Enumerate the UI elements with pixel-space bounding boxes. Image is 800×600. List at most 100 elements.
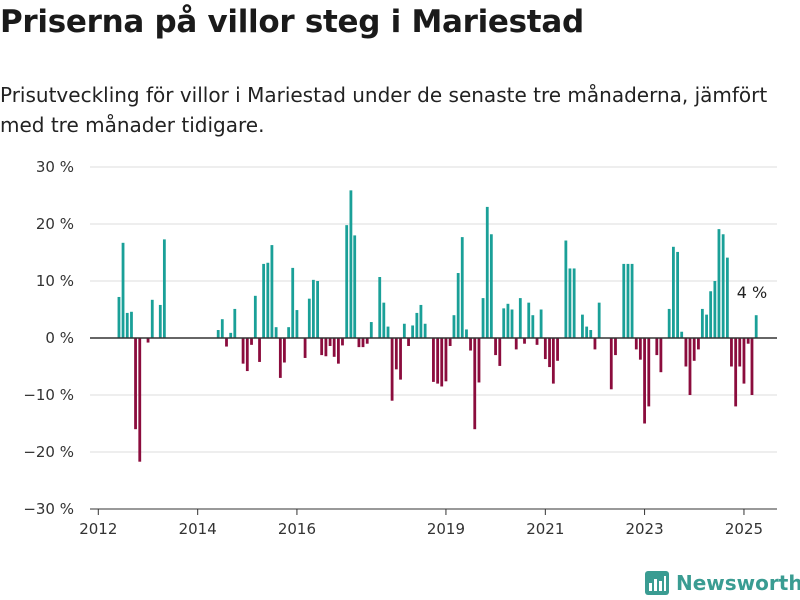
bar — [630, 263, 634, 338]
newsworthy-logo: Newsworthy — [644, 569, 800, 597]
bar — [717, 229, 721, 338]
bar — [295, 310, 299, 338]
bar — [498, 338, 502, 366]
bar — [303, 338, 307, 358]
bar — [283, 338, 286, 363]
newsworthy-logo-icon — [645, 571, 669, 595]
bar — [692, 338, 696, 361]
bar — [655, 338, 659, 356]
bar — [316, 281, 319, 338]
y-tick-label: −30 % — [23, 500, 74, 518]
bar — [448, 338, 452, 346]
bar — [357, 338, 361, 348]
bar — [638, 338, 642, 360]
bar — [634, 338, 638, 350]
bar — [514, 338, 518, 350]
bar — [502, 308, 506, 338]
bar — [423, 323, 427, 338]
bar — [556, 338, 559, 361]
bar — [253, 295, 257, 338]
bar — [225, 338, 228, 347]
x-tick-label: 2025 — [725, 520, 763, 538]
bar — [746, 338, 750, 344]
bar — [539, 309, 543, 338]
bar — [287, 327, 291, 338]
bar — [568, 268, 572, 338]
bar — [386, 326, 390, 338]
bar — [609, 338, 613, 390]
bar — [158, 304, 162, 338]
bar — [241, 338, 245, 364]
bar — [572, 268, 576, 338]
bar — [311, 279, 315, 338]
bar — [216, 330, 220, 338]
bar — [324, 338, 328, 357]
bar — [456, 273, 460, 338]
bar — [125, 312, 129, 338]
y-tick-label: −10 % — [23, 386, 74, 404]
bar — [278, 338, 282, 378]
bar — [589, 330, 593, 338]
bar — [250, 338, 253, 345]
bar — [220, 319, 224, 338]
bar — [162, 239, 166, 338]
bar — [349, 190, 353, 338]
bar — [345, 225, 349, 338]
bar — [510, 309, 514, 338]
bar — [614, 338, 617, 356]
x-tick-label: 2021 — [526, 520, 564, 538]
bar — [382, 302, 386, 338]
bar — [361, 338, 365, 348]
bar — [622, 263, 626, 338]
bar — [477, 338, 481, 383]
bar — [527, 302, 531, 338]
bar — [337, 338, 340, 364]
x-tick-label: 2023 — [625, 520, 663, 538]
bar — [117, 296, 121, 338]
bar — [754, 315, 758, 338]
bar — [734, 338, 738, 407]
bar — [369, 322, 373, 338]
bar — [585, 326, 589, 338]
bar — [581, 314, 584, 338]
bar — [245, 338, 249, 372]
bar — [738, 338, 742, 367]
bar — [709, 291, 713, 338]
bar — [146, 338, 150, 343]
bar — [402, 323, 406, 338]
bar — [121, 242, 125, 338]
bar — [378, 277, 382, 338]
bar — [697, 338, 700, 350]
bar — [564, 240, 568, 338]
bar — [270, 245, 274, 338]
bar — [593, 338, 597, 350]
y-tick-label: 0 % — [45, 329, 74, 347]
bar — [469, 338, 472, 351]
y-tick-label: 30 % — [36, 158, 74, 176]
bar — [659, 338, 663, 373]
bar — [291, 267, 295, 338]
bar — [667, 308, 671, 338]
bar — [328, 338, 332, 346]
bar — [134, 338, 137, 430]
brand-name: Newsworthy — [676, 571, 800, 595]
bar — [535, 338, 539, 345]
bar — [485, 206, 489, 338]
bar — [551, 338, 555, 384]
bar — [262, 263, 266, 338]
bar — [672, 246, 675, 338]
bar — [399, 338, 402, 380]
x-tick-label: 2016 — [278, 520, 316, 538]
bar — [506, 303, 510, 338]
bar — [626, 263, 630, 338]
bar — [138, 338, 142, 462]
y-tick-label: −20 % — [23, 443, 74, 461]
bar — [130, 311, 133, 338]
bar — [647, 338, 651, 407]
bar — [353, 235, 357, 338]
bar — [494, 338, 497, 356]
bar — [432, 338, 435, 382]
bar — [411, 325, 415, 338]
bar — [543, 338, 547, 360]
